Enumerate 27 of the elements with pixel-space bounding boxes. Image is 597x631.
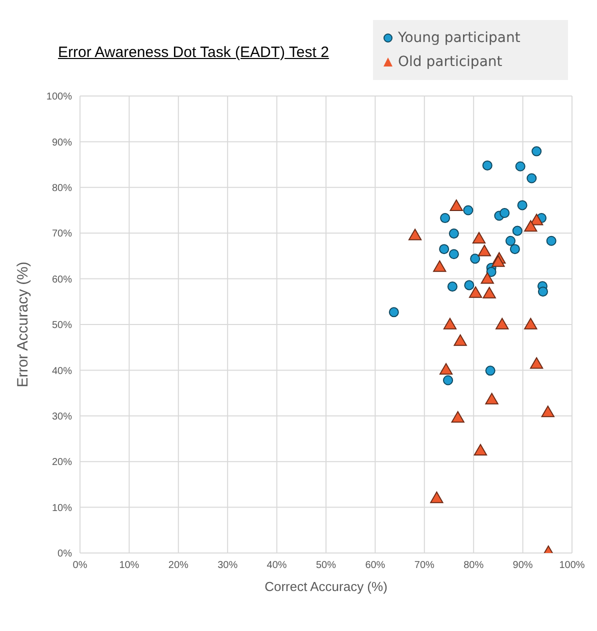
x-tick-label: 80% [464,560,484,572]
x-tick-label: 0% [72,560,88,572]
x-tick-label: 70% [414,560,435,572]
y-tick-label: 10% [52,502,72,514]
x-tick-label: 100% [559,560,585,572]
x-tick-label: 60% [365,560,386,572]
x-tick-label: 50% [316,560,336,572]
x-tick-label: 30% [218,560,238,572]
x-tick-label: 90% [512,560,533,572]
x-axis-title: Correct Accuracy (%) [264,579,388,594]
y-tick-label: 80% [52,182,72,194]
y-axis-title: Error Accuracy (%) [14,262,32,388]
y-tick-label: 90% [52,137,72,148]
legend-label: Young participant [398,29,520,48]
y-tick-label: 50% [52,320,72,332]
y-tick-label: 60% [52,274,72,286]
y-tick-label: 100% [46,92,72,103]
chart-title: Error Awareness Dot Task (EADT) Test 2 [58,44,329,61]
y-tick-label: 20% [52,457,72,468]
y-tick-label: 0% [58,548,72,560]
y-tick-label: 40% [52,366,72,377]
x-tick-label: 40% [266,560,287,572]
y-tick-label: 70% [52,228,72,240]
x-tick-label: 10% [119,560,140,572]
legend-label: Old participant [398,53,502,72]
y-tick-label: 30% [52,411,72,422]
x-tick-label: 20% [168,560,189,572]
